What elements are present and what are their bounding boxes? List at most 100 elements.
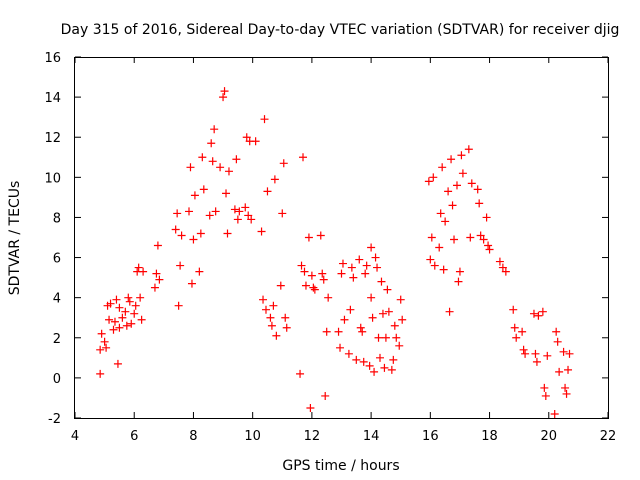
data-point	[367, 293, 376, 302]
data-point	[452, 181, 461, 190]
data-point	[278, 209, 287, 218]
data-point	[473, 185, 482, 194]
data-point	[476, 231, 485, 240]
data-point	[307, 271, 316, 280]
data-point	[532, 357, 541, 366]
data-point	[267, 321, 276, 330]
data-point	[139, 267, 148, 276]
data-point	[223, 229, 232, 238]
data-point	[97, 329, 106, 338]
data-point	[173, 209, 182, 218]
data-point	[106, 299, 115, 308]
x-tick-label: 14	[363, 429, 380, 444]
y-tick-label: 8	[53, 211, 61, 226]
data-point	[279, 159, 288, 168]
y-tick-label: 12	[44, 131, 61, 146]
y-tick-label: 4	[53, 292, 61, 307]
data-point	[137, 315, 146, 324]
chart-title: Day 315 of 2016, Sidereal Day-to-day VTE…	[61, 22, 620, 38]
data-point	[501, 267, 510, 276]
data-point	[189, 235, 198, 244]
x-tick-label: 4	[71, 429, 79, 444]
data-point	[199, 185, 208, 194]
data-point	[257, 227, 266, 236]
data-point	[195, 267, 204, 276]
data-point	[177, 231, 186, 240]
data-point	[281, 313, 290, 322]
data-point	[377, 277, 386, 286]
data-point	[260, 115, 269, 124]
data-point	[538, 307, 547, 316]
data-point	[259, 295, 268, 304]
data-point	[121, 307, 130, 316]
data-point	[383, 285, 392, 294]
data-point	[352, 355, 361, 364]
data-point	[498, 263, 507, 272]
data-point	[371, 253, 380, 262]
data-point	[334, 327, 343, 336]
data-point	[448, 201, 457, 210]
data-point	[186, 163, 195, 172]
data-point	[130, 309, 139, 318]
data-point	[187, 279, 196, 288]
data-point	[464, 145, 473, 154]
data-point	[115, 303, 124, 312]
data-point	[510, 323, 519, 332]
data-point	[230, 205, 239, 214]
data-point	[374, 333, 383, 342]
data-point	[127, 319, 136, 328]
data-point	[171, 225, 180, 234]
data-point	[475, 199, 484, 208]
data-point	[125, 297, 134, 306]
data-point	[109, 325, 118, 334]
data-point	[375, 353, 384, 362]
data-point	[185, 207, 194, 216]
data-point	[196, 229, 205, 238]
data-point	[266, 313, 275, 322]
data-point	[304, 233, 313, 242]
data-point	[96, 369, 105, 378]
data-series	[96, 87, 574, 418]
data-point	[241, 203, 250, 212]
data-point	[479, 235, 488, 244]
data-point	[269, 301, 278, 310]
data-point	[361, 269, 370, 278]
data-point	[553, 337, 562, 346]
data-point	[347, 263, 356, 272]
data-point	[466, 233, 475, 242]
data-point	[310, 285, 319, 294]
data-point	[435, 243, 444, 252]
y-axis-title: SDTVAR / TECUs	[7, 181, 23, 296]
data-point	[378, 309, 387, 318]
data-point	[216, 163, 225, 172]
data-point	[455, 267, 464, 276]
data-point	[454, 277, 463, 286]
data-point	[198, 153, 207, 162]
data-point	[105, 315, 114, 324]
data-point	[338, 259, 347, 268]
data-point	[211, 207, 220, 216]
data-point	[521, 349, 530, 358]
data-point	[115, 323, 124, 332]
data-point	[427, 233, 436, 242]
data-point	[426, 255, 435, 264]
data-point	[396, 295, 405, 304]
data-point	[555, 367, 564, 376]
data-point	[96, 345, 105, 354]
data-point	[153, 241, 162, 250]
data-point	[467, 179, 476, 188]
data-point	[322, 327, 331, 336]
data-point	[208, 157, 217, 166]
data-point	[367, 243, 376, 252]
data-point	[447, 155, 456, 164]
data-point	[561, 383, 570, 392]
data-point	[495, 257, 504, 266]
data-point	[321, 391, 330, 400]
y-tick-label: -2	[48, 412, 61, 427]
data-point	[457, 151, 466, 160]
x-axis: 4 6 8 10 12 14 16 18 20 22	[71, 57, 616, 444]
data-point	[100, 337, 109, 346]
data-point	[512, 333, 521, 342]
data-point	[438, 163, 447, 172]
